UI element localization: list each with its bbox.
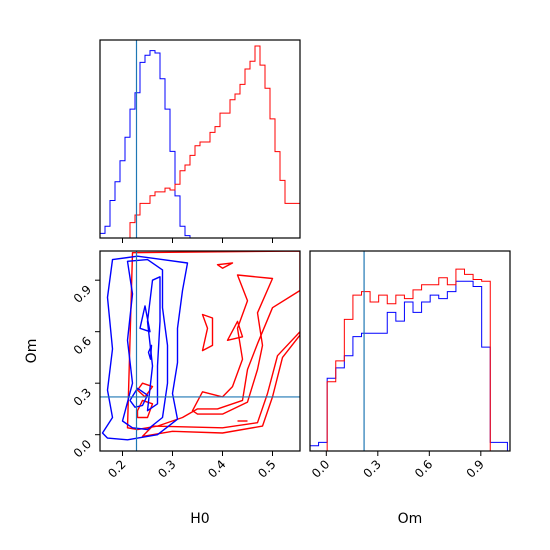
x-tick-label: 0.9 — [464, 457, 487, 480]
h0-blue-histogram — [100, 50, 300, 238]
y-tick-label: 0.0 — [71, 437, 94, 460]
contours-blue-level-1 — [121, 258, 169, 431]
contours-blue-level-0 — [101, 255, 189, 441]
x-tick-label: 0.3 — [155, 457, 178, 480]
contours-red-level-0 — [126, 251, 300, 431]
contours-red-level-2 — [191, 274, 274, 415]
contours-red-level-5 — [201, 313, 214, 352]
h0-om-contour-panel: 0.2 0.3 0.4 0.5 0.0 0.3 0.6 0.9 H0 Om — [24, 250, 301, 527]
contour-y-ticks: 0.0 0.3 0.6 0.9 — [71, 279, 100, 460]
contours-blue-level-2 — [146, 276, 161, 412]
x-tick-label: 0.6 — [412, 457, 435, 480]
contours-red-level-4 — [136, 382, 154, 398]
contours-red-level-3 — [136, 399, 154, 419]
x-tick-label: 0.5 — [255, 457, 278, 480]
om-histogram-panel: 0.0 0.3 0.6 0.9 Om — [309, 250, 511, 527]
om-axis-label: Om — [398, 511, 423, 527]
contours-red-level-6 — [226, 320, 244, 341]
y-tick-label: 0.6 — [71, 334, 94, 357]
y-tick-label: 0.9 — [71, 282, 94, 305]
contours-blue-level-5 — [147, 344, 153, 360]
x-tick-label: 0.0 — [309, 457, 332, 480]
om-blue-histogram — [310, 280, 508, 451]
x-tick-label: 0.3 — [361, 457, 384, 480]
contour-frame — [99, 250, 301, 452]
h0-histogram-frame — [99, 39, 301, 239]
x-tick-label: 0.4 — [205, 457, 228, 480]
contours-red-level-1 — [141, 331, 300, 438]
h0-axis-label: H0 — [190, 511, 209, 527]
contours-red-level-7 — [216, 262, 234, 269]
blue-contours — [101, 255, 189, 441]
x-tick-label: 0.2 — [105, 457, 128, 480]
om-red-histogram — [310, 268, 508, 451]
red-contours — [126, 251, 300, 438]
om-x-ticks: 0.0 0.3 0.6 0.9 — [309, 451, 487, 481]
contour-x-ticks: 0.2 0.3 0.4 0.5 — [105, 451, 279, 481]
contours-blue-level-4 — [139, 305, 151, 333]
h0-red-histogram — [100, 45, 300, 238]
om-histogram-frame — [309, 250, 511, 452]
h0-histogram-panel — [99, 39, 301, 243]
y-tick-label: 0.3 — [71, 385, 94, 408]
h0-histogram-ticks — [122, 238, 273, 243]
om-y-axis-label: Om — [24, 339, 40, 364]
